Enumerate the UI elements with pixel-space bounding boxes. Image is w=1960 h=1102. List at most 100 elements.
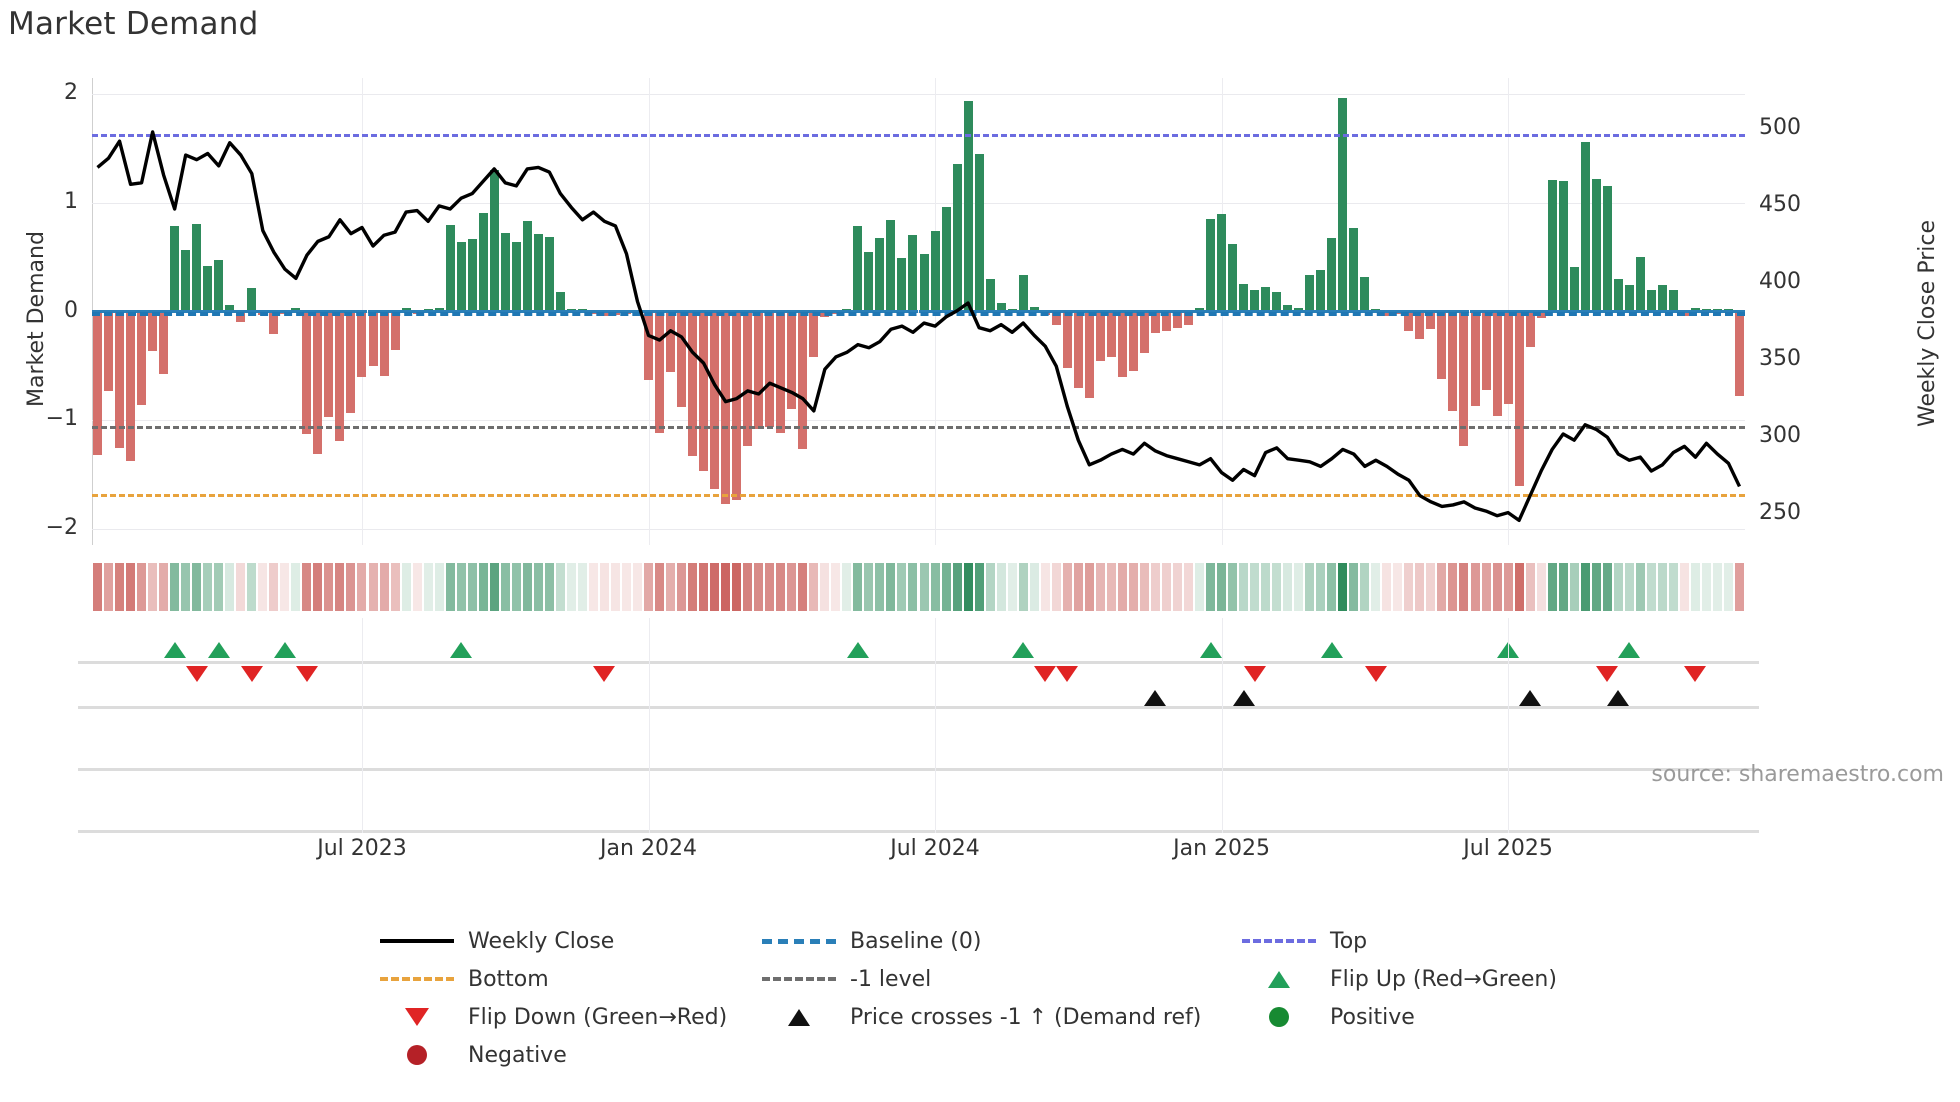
legend-item-flip-down[interactable]: Flip Down (Green→Red) <box>380 998 762 1036</box>
legend-item-negative[interactable]: Negative <box>380 1036 762 1074</box>
heat-cell <box>1602 563 1612 611</box>
legend-item-baseline[interactable]: Baseline (0) <box>762 922 1242 960</box>
heat-cell <box>1723 563 1733 611</box>
vertical-gridline-lower <box>648 618 650 833</box>
heat-cell <box>886 563 896 611</box>
heat-cell <box>1172 563 1182 611</box>
heat-cell <box>1117 563 1127 611</box>
demand-bar <box>379 311 389 376</box>
demand-bar <box>192 223 202 312</box>
demand-bar <box>544 236 554 312</box>
demand-bar <box>1338 97 1348 312</box>
legend-item-weekly-close[interactable]: Weekly Close <box>380 922 762 960</box>
demand-bar <box>1426 311 1436 329</box>
demand-bar <box>1095 311 1105 362</box>
demand-bar <box>104 311 114 391</box>
triangle-down-icon <box>380 1007 454 1027</box>
legend-item-positive[interactable]: Positive <box>1242 998 1560 1036</box>
demand-bar <box>886 220 896 312</box>
heat-cell <box>644 563 653 611</box>
heat-cell <box>302 563 312 611</box>
heat-cell <box>1217 563 1227 611</box>
dot-red-icon <box>380 1045 454 1065</box>
demand-bar <box>666 311 676 373</box>
flip-up-marker <box>450 642 473 658</box>
demand-bar <box>1404 311 1414 332</box>
demand-bar <box>688 311 698 456</box>
legend-label: -1 level <box>850 966 932 992</box>
heat-cell <box>776 563 786 611</box>
heat-cell <box>688 563 698 611</box>
heat-cell <box>1106 563 1116 611</box>
heat-cell <box>225 563 235 611</box>
legend-label: Negative <box>468 1042 567 1068</box>
x-axis: Jul 2023 Jan 2024 Jul 2024 Jan 2025 Jul 2025 <box>92 822 1745 880</box>
heat-cell <box>798 563 808 611</box>
demand-bar <box>357 311 367 377</box>
demand-bar <box>203 265 213 312</box>
line-solid-icon <box>380 931 454 951</box>
heat-cell <box>1095 563 1105 611</box>
heat-cell <box>357 563 367 611</box>
lower-axis-line-3 <box>78 830 1759 833</box>
heat-cell <box>677 563 687 611</box>
demand-bar <box>1172 311 1182 328</box>
demand-bar <box>346 311 356 413</box>
demand-bar <box>236 311 246 323</box>
heat-cell <box>104 563 114 611</box>
demand-bar <box>1084 311 1094 399</box>
heat-cell <box>588 563 598 611</box>
heat-cell <box>1161 563 1171 611</box>
demand-bar <box>181 249 191 312</box>
heat-cell <box>1051 563 1061 611</box>
x-tick-label: Jan 2025 <box>1173 836 1270 861</box>
legend-label: Baseline (0) <box>850 928 982 954</box>
demand-bar <box>1635 257 1645 312</box>
heat-cell <box>1018 563 1028 611</box>
heat-cell <box>1183 563 1193 611</box>
heat-cell <box>1062 563 1072 611</box>
heat-cell <box>1503 563 1513 611</box>
demand-bar <box>1283 304 1293 312</box>
neg1-reference-line <box>92 425 1745 429</box>
heat-cell <box>1316 563 1326 611</box>
heat-cell <box>346 563 356 611</box>
demand-bar <box>401 308 411 312</box>
price-cross-panel <box>92 690 1745 710</box>
demand-bar <box>500 233 510 312</box>
heat-cell <box>247 563 257 611</box>
flip-down-marker <box>1034 666 1057 682</box>
legend-item-bottom[interactable]: Bottom <box>380 960 762 998</box>
legend-item-price-cross[interactable]: Price crosses -1 ↑ (Demand ref) <box>762 998 1242 1036</box>
demand-bar <box>214 260 224 312</box>
heat-cell <box>897 563 907 611</box>
legend-item-neg1[interactable]: -1 level <box>762 960 1242 998</box>
demand-bar <box>1591 179 1601 312</box>
demand-bar <box>1106 311 1116 358</box>
demand-bar <box>1459 311 1469 447</box>
x-tick-label: Jul 2025 <box>1463 836 1553 861</box>
heat-cell <box>1283 563 1293 611</box>
demand-bar <box>434 308 444 312</box>
heat-cell <box>1591 563 1601 611</box>
heat-cell <box>1029 563 1039 611</box>
vertical-gridline-lower <box>1221 618 1223 833</box>
demand-bar <box>941 207 951 312</box>
heat-cell <box>324 563 334 611</box>
legend-item-flip-up[interactable]: Flip Up (Red→Green) <box>1242 960 1560 998</box>
heat-cell <box>1382 563 1392 611</box>
y-tick-right: 300 <box>1759 423 1801 449</box>
heat-cell <box>1492 563 1502 611</box>
flip-up-marker <box>1320 642 1343 658</box>
heat-cell <box>1536 563 1546 611</box>
y-tick-left: −1 <box>45 406 78 432</box>
heat-cell <box>1558 563 1568 611</box>
heat-cell <box>313 563 323 611</box>
demand-bar <box>864 251 874 312</box>
lower-axis-line-2 <box>78 768 1759 771</box>
demand-bar <box>1294 308 1304 312</box>
demand-bar <box>1514 311 1524 487</box>
legend-item-top[interactable]: Top <box>1242 922 1560 960</box>
heat-cell <box>1305 563 1315 611</box>
demand-bar <box>522 221 532 312</box>
